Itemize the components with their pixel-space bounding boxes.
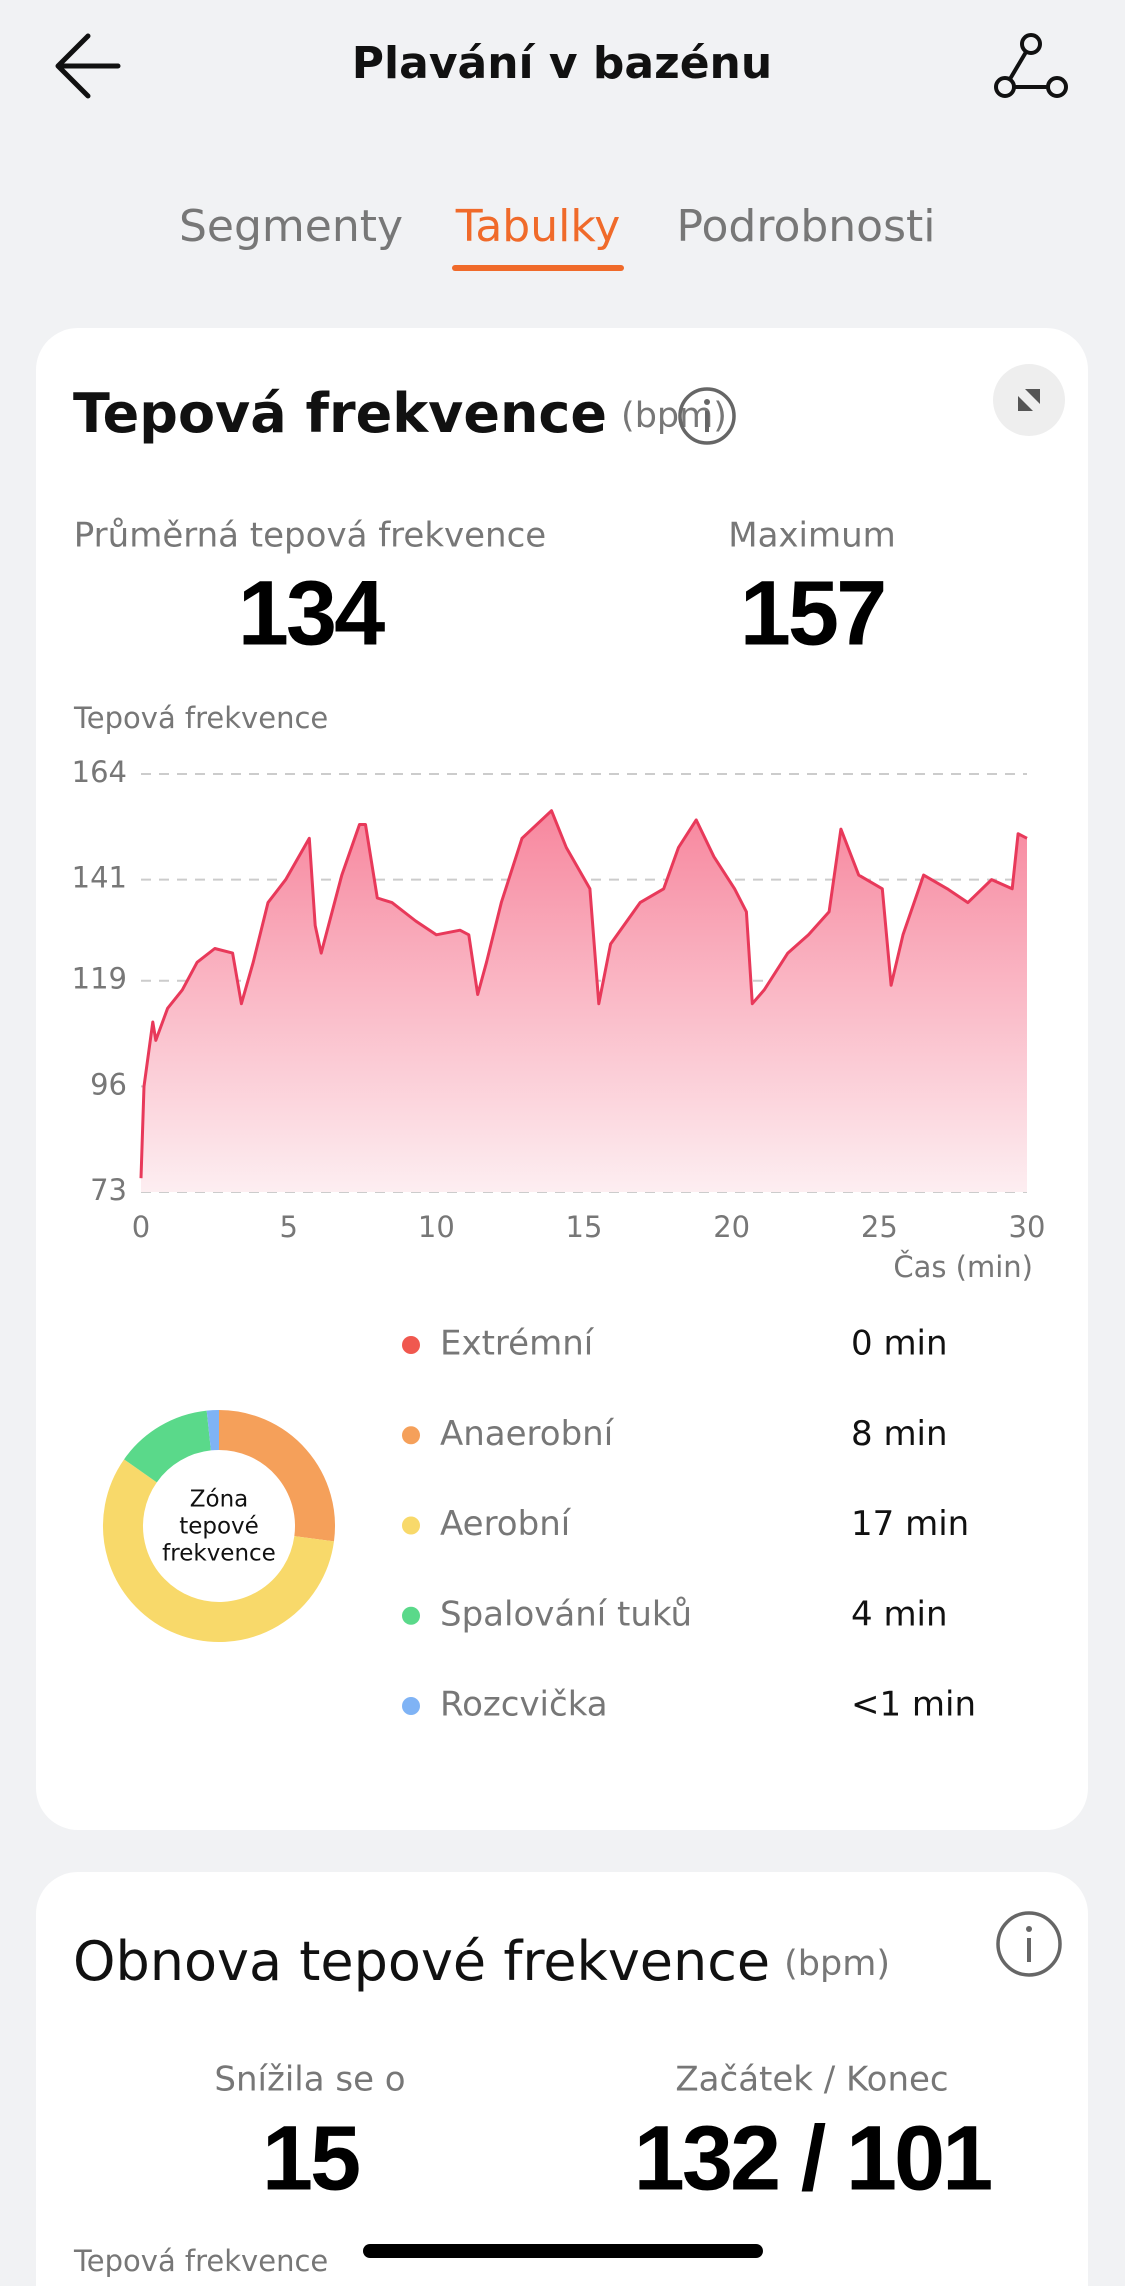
stat-value: 132 / 101 (634, 2107, 992, 2209)
info-button[interactable] (996, 1911, 1062, 1977)
legend-label: Extrémní (440, 1324, 595, 1364)
stat-value: 157 (740, 562, 885, 664)
legend-label: Rozcvička (440, 1685, 608, 1725)
donut-center-label: frekvence (162, 1541, 276, 1567)
share-button[interactable] (994, 33, 1068, 98)
tab[interactable]: Podrobnosti (677, 201, 936, 252)
legend-value: <1 min (851, 1685, 976, 1725)
y-tick-label: 164 (72, 755, 127, 789)
donut-center-label: tepové (179, 1514, 259, 1540)
donut-center-label: Zóna (190, 1487, 249, 1513)
tab-active[interactable]: Tabulky (455, 201, 621, 252)
line (139, 809, 1028, 1179)
chart-label: Tepová frekvence (73, 2244, 328, 2278)
x-tick-label: 25 (861, 1210, 898, 1244)
donut-segment (206, 1409, 220, 1451)
donut-segment (124, 1410, 212, 1483)
x-tick-label: 15 (566, 1210, 603, 1244)
legend-label: Aerobní (440, 1504, 572, 1544)
stat-label: Průměrná tepová frekvence (74, 516, 546, 556)
legend-dot (402, 1606, 420, 1625)
stat-value: 134 (238, 562, 385, 664)
home-indicator (363, 2244, 763, 2258)
y-tick-label: 141 (72, 861, 127, 895)
title-text: Tepová frekvence (73, 382, 607, 445)
page-title: Plavání v bazénu (352, 38, 772, 89)
info-button[interactable] (678, 387, 736, 445)
legend-label: Anaerobní (440, 1414, 615, 1454)
stat-label: Snížila se o (214, 2060, 405, 2100)
x-axis-label: Čas (min) (893, 1250, 1033, 1284)
x-tick-label: 5 (279, 1210, 297, 1244)
area-fill (141, 810, 1027, 1192)
legend-value: 8 min (851, 1414, 948, 1454)
legend-value: 0 min (851, 1324, 948, 1364)
x-tick-label: 20 (713, 1210, 750, 1244)
stat-value: 15 (262, 2107, 359, 2209)
unit: (bpm) (621, 396, 727, 436)
card-title: Obnova tepové frekvence (bpm) (73, 1930, 890, 1993)
stat-label: Maximum (728, 516, 896, 556)
unit: (bpm) (784, 1944, 890, 1984)
tab-underline (452, 265, 624, 271)
legend-value: 4 min (851, 1594, 948, 1634)
card-title: Tepová frekvence (bpm) (73, 382, 727, 445)
y-tick-label: 119 (72, 962, 127, 996)
legend-dot (402, 1697, 420, 1715)
legend-value: 17 min (851, 1504, 969, 1544)
donut-segment (218, 1410, 335, 1542)
legend-dot (402, 1426, 420, 1445)
stat-label: Začátek / Konec (675, 2060, 948, 2100)
back-button[interactable] (55, 33, 121, 99)
card (36, 1872, 1088, 2286)
x-tick-label: 30 (1009, 1210, 1046, 1244)
x-tick-label: 10 (418, 1210, 455, 1244)
legend-label: Spalování tuků (440, 1594, 692, 1634)
expand-button[interactable] (993, 364, 1065, 436)
donut-segment (103, 1459, 334, 1642)
x-tick-label: 0 (132, 1210, 150, 1244)
y-axis-label: Tepová frekvence (73, 701, 328, 735)
title-text: Obnova tepové frekvence (73, 1930, 770, 1993)
y-tick-label: 96 (90, 1067, 127, 1101)
y-tick-label: 73 (90, 1173, 127, 1207)
legend-dot (402, 1336, 420, 1354)
legend-dot (402, 1516, 420, 1535)
tab[interactable]: Segmenty (179, 201, 403, 252)
